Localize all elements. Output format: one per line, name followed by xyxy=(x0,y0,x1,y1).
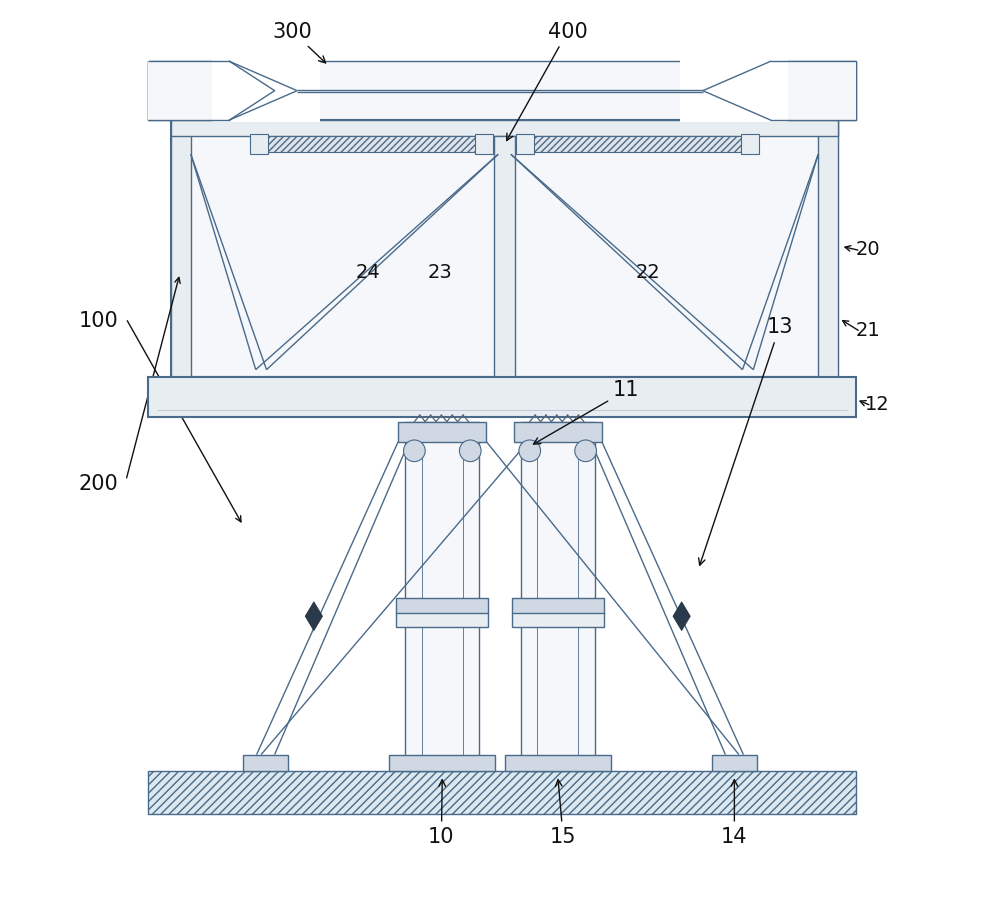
Bar xyxy=(396,598,488,614)
Bar xyxy=(266,62,734,120)
Text: 300: 300 xyxy=(273,22,326,63)
Text: 23: 23 xyxy=(428,263,453,282)
Bar xyxy=(680,60,788,122)
Bar xyxy=(398,422,486,442)
Polygon shape xyxy=(230,62,302,120)
Text: 10: 10 xyxy=(428,780,455,846)
Text: 100: 100 xyxy=(79,311,119,331)
Bar xyxy=(389,755,495,771)
Bar xyxy=(514,422,602,442)
Text: 14: 14 xyxy=(721,780,748,846)
Bar xyxy=(818,120,838,377)
Bar xyxy=(494,136,515,377)
Bar xyxy=(734,62,856,120)
Text: 22: 22 xyxy=(635,263,660,282)
Bar xyxy=(171,120,191,377)
Text: 24: 24 xyxy=(356,263,381,282)
Text: 12: 12 xyxy=(865,395,890,414)
Circle shape xyxy=(459,440,481,462)
Bar xyxy=(712,755,757,771)
Circle shape xyxy=(519,440,541,462)
Bar xyxy=(505,755,611,771)
Text: 15: 15 xyxy=(550,780,576,846)
Bar xyxy=(212,60,320,122)
Bar xyxy=(518,136,757,152)
Bar xyxy=(741,134,759,154)
Text: 11: 11 xyxy=(533,380,639,444)
Bar xyxy=(521,422,595,771)
Text: 13: 13 xyxy=(699,317,793,565)
Text: 200: 200 xyxy=(79,473,119,493)
Bar xyxy=(396,613,488,628)
Polygon shape xyxy=(770,62,856,120)
Circle shape xyxy=(404,440,425,462)
Text: 400: 400 xyxy=(507,22,587,141)
Bar xyxy=(171,120,838,136)
Bar xyxy=(512,598,604,614)
Bar xyxy=(512,613,604,628)
Bar xyxy=(252,136,491,152)
Circle shape xyxy=(575,440,596,462)
Polygon shape xyxy=(305,601,323,630)
Bar xyxy=(516,134,534,154)
Bar xyxy=(243,755,288,771)
Bar xyxy=(148,62,266,120)
Bar xyxy=(250,134,268,154)
Bar xyxy=(148,771,856,814)
Bar xyxy=(405,422,479,771)
Polygon shape xyxy=(148,62,230,120)
Bar xyxy=(148,377,856,417)
Bar xyxy=(475,134,493,154)
Bar xyxy=(171,120,838,377)
Text: 20: 20 xyxy=(856,240,881,259)
Text: 21: 21 xyxy=(856,321,881,340)
Polygon shape xyxy=(673,601,690,630)
